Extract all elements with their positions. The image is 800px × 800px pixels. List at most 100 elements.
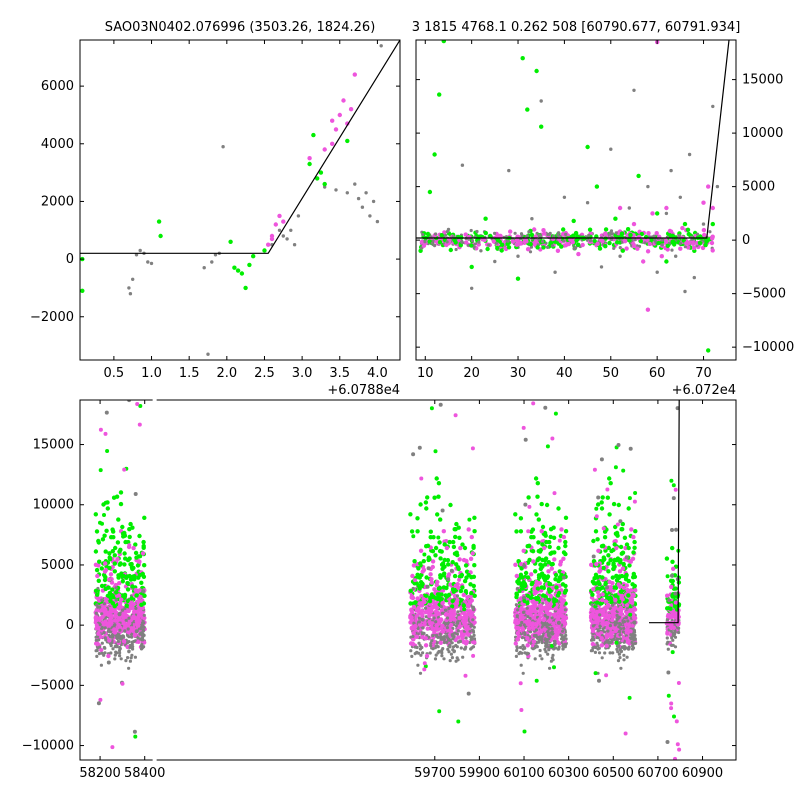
data-point — [546, 587, 552, 592]
data-point — [610, 617, 615, 623]
data-point — [364, 191, 368, 195]
data-point — [554, 646, 558, 650]
data-point — [686, 245, 691, 250]
data-point — [621, 468, 626, 473]
data-point — [591, 587, 596, 592]
data-point — [439, 233, 444, 238]
data-point — [100, 641, 104, 645]
data-point — [118, 490, 124, 495]
data-point — [615, 533, 620, 538]
data-point — [139, 644, 143, 648]
data-point — [437, 240, 443, 245]
data-point — [129, 656, 133, 660]
x-tick-label: 60500 — [593, 766, 634, 781]
data-point — [600, 597, 605, 603]
data-point — [102, 513, 106, 517]
x-tick-label: 60 — [649, 366, 666, 381]
data-point — [616, 659, 621, 663]
data-point — [434, 476, 439, 481]
data-point — [534, 628, 539, 632]
data-point — [645, 307, 651, 312]
data-point — [110, 549, 116, 554]
data-point — [418, 671, 423, 675]
data-point — [534, 634, 538, 638]
data-point — [590, 628, 596, 634]
data-point — [646, 231, 651, 236]
data-point — [666, 670, 671, 675]
data-point — [549, 240, 554, 246]
data-point — [518, 681, 523, 686]
data-point — [538, 629, 544, 634]
data-point — [526, 529, 531, 534]
data-point — [557, 645, 561, 649]
data-point — [605, 495, 610, 500]
data-point — [450, 656, 454, 660]
data-point — [444, 233, 448, 237]
data-point — [493, 259, 497, 264]
data-point — [439, 596, 444, 602]
data-point — [544, 639, 548, 643]
data-point — [436, 651, 440, 655]
data-point — [434, 605, 440, 610]
data-point — [631, 550, 636, 555]
data-point — [564, 232, 568, 236]
data-point — [521, 425, 526, 430]
data-point — [514, 573, 519, 579]
data-point — [624, 602, 630, 608]
data-point — [669, 701, 674, 706]
data-point — [617, 599, 622, 604]
data-point — [671, 643, 675, 647]
data-point — [447, 539, 452, 545]
data-point — [448, 247, 453, 253]
data-point — [619, 593, 625, 599]
data-point — [543, 613, 547, 618]
x-offset-label: +6.0788e4 — [327, 383, 400, 398]
data-point — [98, 623, 102, 627]
model-line — [80, 40, 400, 254]
data-point — [411, 604, 417, 610]
data-point — [469, 637, 473, 642]
data-point — [542, 558, 548, 563]
data-point — [423, 606, 428, 610]
data-point — [450, 587, 456, 592]
data-point — [118, 561, 123, 566]
data-point — [670, 573, 674, 578]
data-point — [411, 631, 416, 636]
data-point — [551, 535, 557, 540]
data-point — [550, 436, 555, 441]
data-point — [601, 557, 606, 563]
data-point — [472, 563, 477, 568]
data-point — [421, 651, 425, 655]
data-point — [466, 527, 471, 532]
data-point — [531, 647, 535, 651]
data-point — [630, 644, 635, 648]
data-point — [609, 237, 614, 242]
x-tick-label: 70 — [695, 366, 712, 381]
data-point — [115, 557, 120, 562]
data-point — [456, 621, 460, 625]
data-point — [108, 557, 113, 562]
data-point — [551, 585, 556, 590]
data-point — [438, 556, 443, 561]
data-point — [623, 545, 628, 551]
data-point — [540, 635, 544, 639]
data-point — [542, 617, 547, 622]
data-point — [552, 234, 556, 238]
data-point — [616, 616, 620, 620]
data-point — [469, 243, 474, 248]
data-point — [522, 645, 526, 650]
data-point — [537, 549, 543, 554]
data-point — [453, 413, 458, 418]
data-point — [133, 615, 138, 621]
data-point — [594, 562, 599, 567]
data-point — [94, 567, 100, 573]
data-point — [682, 221, 688, 227]
data-point — [273, 222, 278, 227]
data-point — [539, 573, 544, 578]
data-point — [607, 579, 612, 585]
data-point — [149, 261, 154, 266]
data-point — [426, 566, 431, 571]
data-point — [543, 405, 548, 410]
data-point — [158, 233, 163, 239]
data-point — [550, 627, 554, 631]
